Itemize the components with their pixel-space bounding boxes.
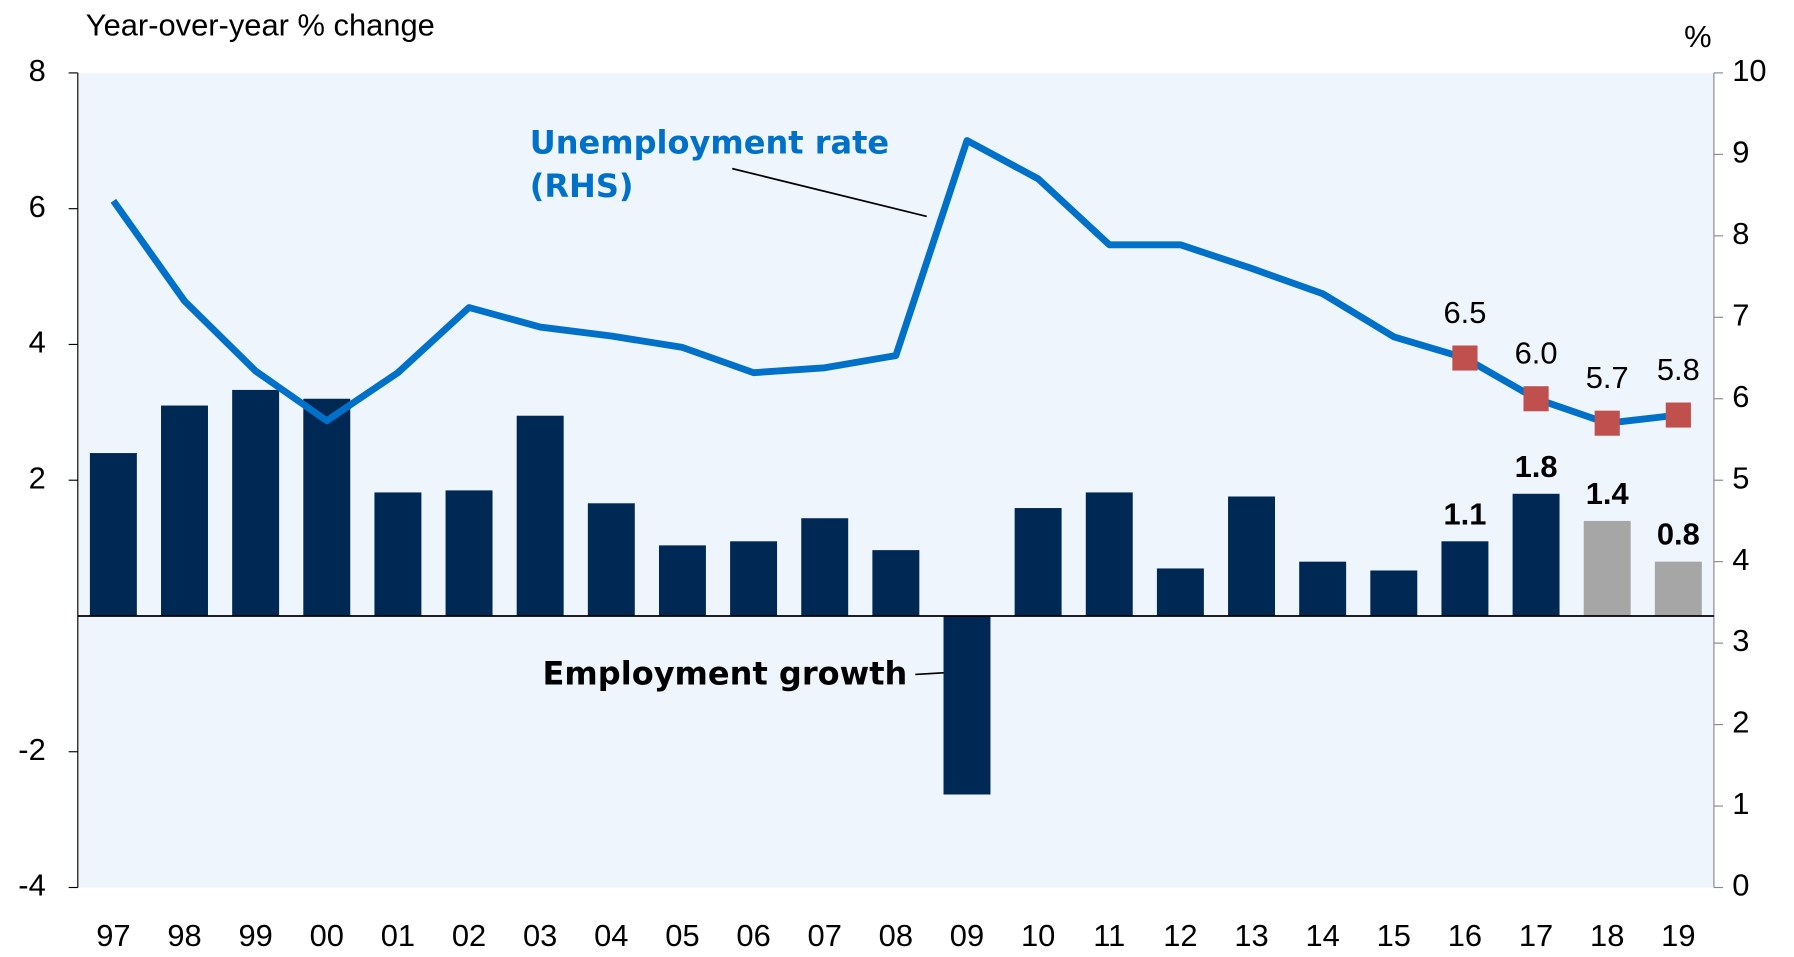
- line-marker: [1523, 386, 1549, 412]
- y-tick-label: 2: [29, 460, 46, 495]
- bar-annotation: Employment growth: [543, 655, 908, 693]
- y2-tick-label: 10: [1732, 53, 1766, 88]
- y-tick-label: 8: [29, 53, 46, 88]
- x-tick-label: 19: [1661, 918, 1695, 953]
- line-marker: [1452, 345, 1478, 371]
- bar: [445, 490, 493, 616]
- x-tick-label: 05: [665, 918, 699, 953]
- x-tick-label: 15: [1377, 918, 1411, 953]
- bar: [89, 453, 137, 616]
- bar: [374, 492, 422, 616]
- bar: [516, 415, 564, 616]
- bar-value-label: 1.1: [1443, 496, 1486, 531]
- y2-tick-label: 5: [1732, 460, 1749, 495]
- x-tick-label: 07: [808, 918, 842, 953]
- y2-tick-label: 1: [1732, 786, 1749, 821]
- bar: [303, 398, 351, 616]
- bar-value-label: 1.4: [1586, 476, 1629, 511]
- y2-tick-label: 6: [1732, 379, 1749, 414]
- x-tick-label: 11: [1093, 918, 1125, 953]
- x-tick-label: 09: [950, 918, 984, 953]
- x-tick-label: 04: [594, 918, 628, 953]
- x-tick-label: 01: [381, 918, 415, 953]
- x-tick-label: 12: [1163, 918, 1197, 953]
- x-tick-label: 97: [96, 918, 130, 953]
- bar-value-label: 0.8: [1657, 517, 1700, 552]
- bar: [872, 550, 920, 616]
- y-tick-label: 4: [29, 325, 46, 360]
- line: [110, 137, 1679, 427]
- y2-tick-label: 7: [1732, 297, 1749, 332]
- line-value-label: 6.0: [1515, 336, 1558, 371]
- bar: [1512, 493, 1560, 616]
- line-annotation-line: Unemployment rate: [530, 124, 889, 162]
- x-tick-label: 10: [1021, 918, 1055, 953]
- y-tick-label: -4: [18, 868, 45, 903]
- bar: [1583, 520, 1631, 616]
- y2-axis-label: %: [1684, 19, 1711, 54]
- line-marker: [1594, 410, 1620, 436]
- x-tick-label: 98: [167, 918, 201, 953]
- bar: [730, 541, 778, 616]
- x-tick-label: 08: [879, 918, 913, 953]
- y-axis-label: Year-over-year % change: [86, 8, 435, 43]
- bar: [1085, 492, 1133, 616]
- x-tick-label: 17: [1519, 918, 1553, 953]
- y2-tick-label: 8: [1732, 216, 1749, 251]
- leader-line: [732, 167, 927, 218]
- line-value-label: 6.5: [1443, 295, 1486, 330]
- bar: [658, 545, 706, 616]
- bar: [1228, 496, 1276, 616]
- y2-tick-label: 3: [1732, 623, 1749, 658]
- bar: [943, 615, 991, 795]
- x-tick-label: 14: [1305, 918, 1339, 953]
- bar: [161, 405, 208, 616]
- x-tick-label: 00: [310, 918, 344, 953]
- y-tick-label: -2: [18, 732, 45, 767]
- line-value-label: 5.7: [1586, 360, 1629, 395]
- x-tick-label: 16: [1448, 918, 1482, 953]
- x-tick-label: 13: [1234, 918, 1268, 953]
- bar: [801, 518, 849, 616]
- x-tick-label: 06: [736, 918, 770, 953]
- line-annotation-line: (RHS): [530, 167, 634, 205]
- x-tick-label: 03: [523, 918, 557, 953]
- line-annotation: Unemployment rate (RHS): [530, 124, 889, 205]
- y-tick-label: 6: [29, 189, 46, 224]
- y2-tick-label: 9: [1732, 135, 1749, 170]
- y2-tick-label: 0: [1732, 868, 1749, 903]
- bar: [1441, 541, 1489, 616]
- x-tick-label: 02: [452, 918, 486, 953]
- x-tick-label: 99: [238, 918, 272, 953]
- bar-value-label: 1.8: [1515, 449, 1558, 484]
- y2-tick-label: 4: [1732, 542, 1749, 577]
- bar: [1654, 561, 1702, 616]
- bar: [587, 503, 635, 616]
- bar: [1014, 508, 1062, 616]
- bar: [1370, 570, 1418, 616]
- bar: [1156, 568, 1204, 616]
- line-marker: [1665, 402, 1691, 428]
- bar: [1299, 561, 1347, 616]
- x-tick-label: 18: [1590, 918, 1624, 953]
- bar: [232, 389, 280, 616]
- y2-tick-label: 2: [1732, 705, 1749, 740]
- line-value-label: 5.8: [1657, 352, 1700, 387]
